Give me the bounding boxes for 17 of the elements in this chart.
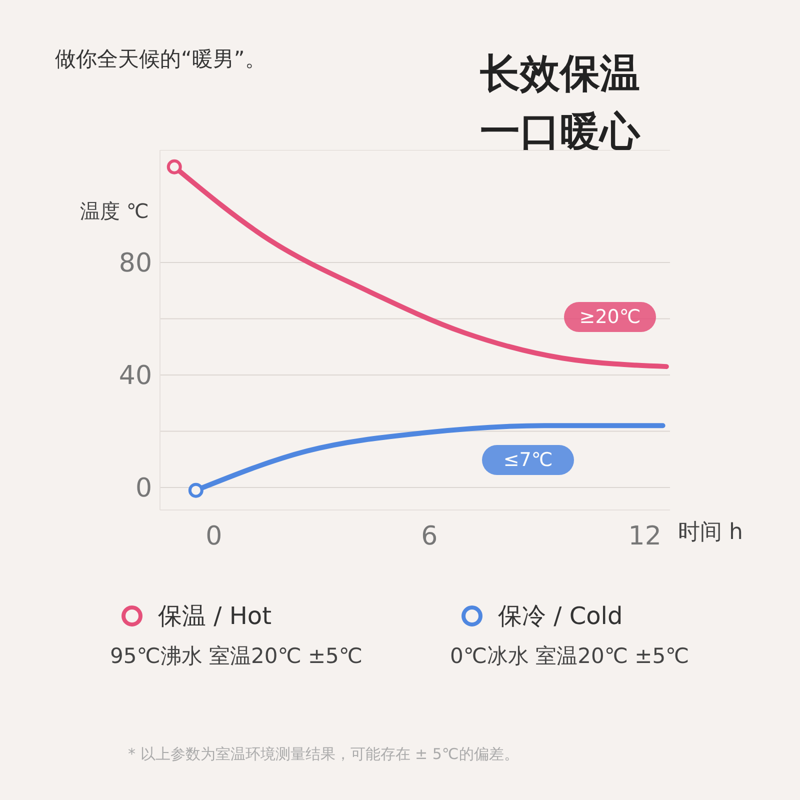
y-tick-label: 40 [118, 361, 152, 392]
chart-title: 长效保温一口暖心 [480, 50, 642, 157]
legend-label: 保温 / Hot [158, 601, 272, 632]
text: 95℃沸水 室温20℃ ±5℃ [110, 644, 363, 668]
y-tick-label: 80 [118, 248, 152, 279]
annotation: ≤7℃ [482, 445, 574, 475]
x-axis-title: 时间 h [678, 519, 743, 547]
y-axis-title: 温度 ℃ [80, 198, 149, 225]
legend-label: 保冷 / Cold [498, 601, 623, 632]
x-tick-label: 0 [206, 521, 222, 552]
y-tick-label: 0 [135, 474, 152, 504]
text: 0℃冰水 室温20℃ ±5℃ [450, 643, 690, 670]
x-tick-label: 6 [421, 521, 438, 552]
x-tick-label: 12 [628, 521, 662, 552]
text: * 以上参数为室温环境测量结果，可能存在 ± 5℃的偏差。 [128, 745, 519, 764]
annotation: ≥20℃ [564, 302, 656, 332]
chart-subtitle: 做你全天候的“暖男”。 [55, 46, 266, 73]
